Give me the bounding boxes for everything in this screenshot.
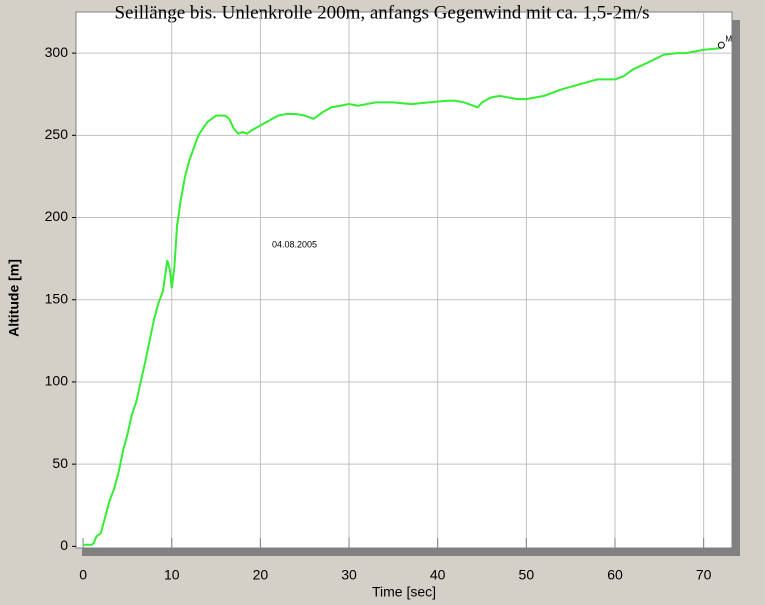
y-axis-label: Altitude [m] xyxy=(6,259,22,337)
x-tick-label: 60 xyxy=(607,567,623,583)
y-tick-label: 250 xyxy=(45,126,69,142)
date-annotation: 04.08.2005 xyxy=(272,239,317,249)
x-tick-label: 20 xyxy=(253,567,269,583)
x-tick-label: 10 xyxy=(164,567,180,583)
y-tick-label: 0 xyxy=(60,537,68,553)
y-tick-label: 200 xyxy=(45,208,69,224)
x-tick-label: 30 xyxy=(341,567,357,583)
marker-label: M xyxy=(725,34,732,43)
end-marker xyxy=(717,41,725,49)
x-tick-label: 50 xyxy=(519,567,535,583)
data-line xyxy=(83,47,722,546)
x-axis-label: Time [sec] xyxy=(372,584,436,600)
y-tick-label: 150 xyxy=(45,290,69,306)
x-tick-label: 0 xyxy=(79,567,87,583)
y-tick-label: 50 xyxy=(52,455,68,471)
x-tick-label: 40 xyxy=(430,567,446,583)
x-tick-label: 70 xyxy=(696,567,712,583)
y-tick-label: 100 xyxy=(45,373,69,389)
plot-area xyxy=(75,11,733,549)
y-tick-label: 300 xyxy=(45,44,69,60)
chart-title: Seillänge bis. Unlenkrolle 200m, anfangs… xyxy=(114,2,649,23)
